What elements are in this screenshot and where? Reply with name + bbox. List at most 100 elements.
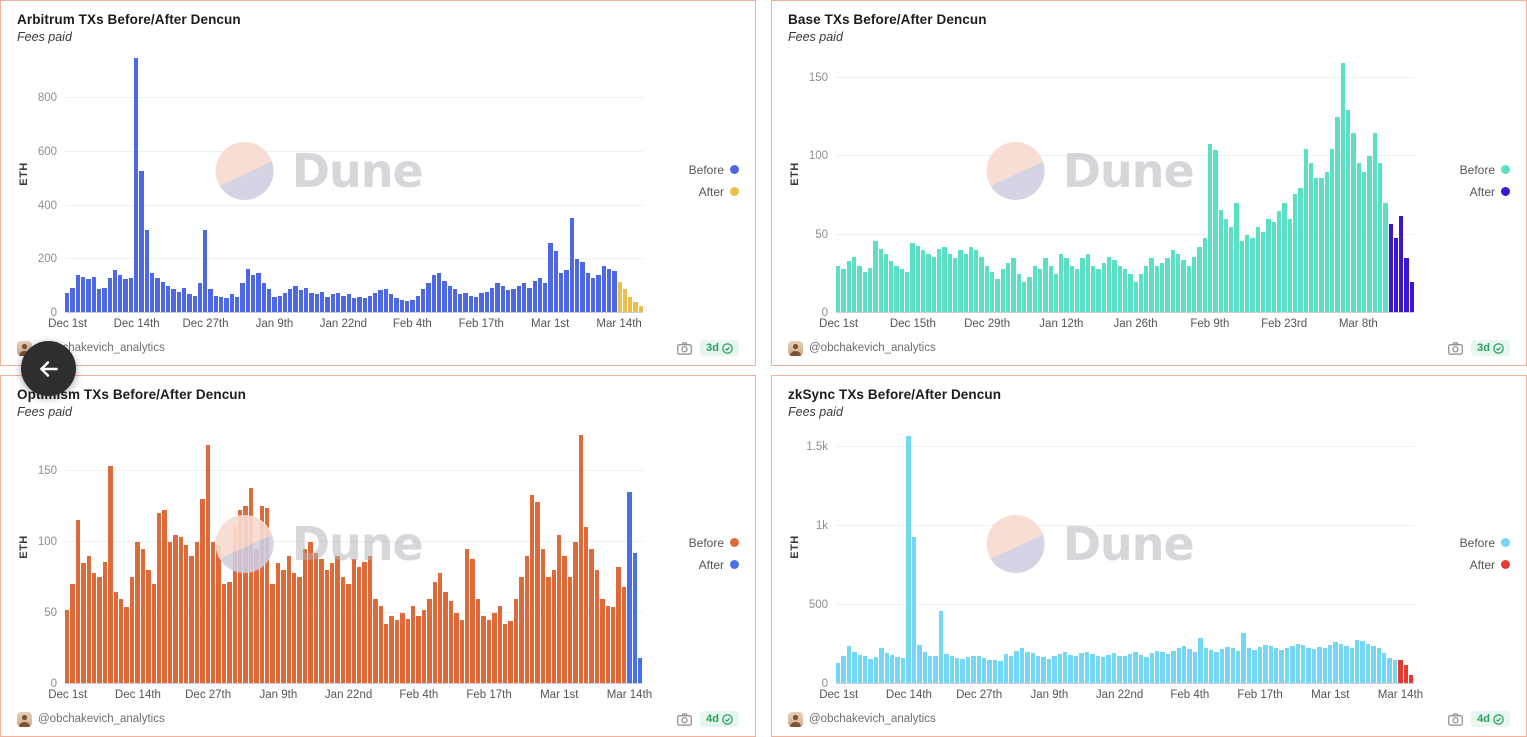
bar xyxy=(367,555,373,684)
bar xyxy=(846,261,851,313)
bar xyxy=(389,615,394,684)
bar xyxy=(1122,269,1128,313)
bar xyxy=(97,577,102,684)
bar xyxy=(495,283,500,313)
y-tick-label: 1.5k xyxy=(806,441,828,454)
bar xyxy=(486,619,492,684)
y-tick-label: 150 xyxy=(37,464,57,477)
screenshot-button[interactable] xyxy=(1448,712,1464,726)
back-button[interactable] xyxy=(21,341,76,396)
x-tick-label: Mar 8th xyxy=(1338,318,1378,330)
legend-item-before[interactable]: Before xyxy=(1420,163,1510,177)
bar xyxy=(124,607,129,684)
x-tick-label: Dec 14th xyxy=(114,689,161,701)
bar xyxy=(65,292,70,313)
bar xyxy=(543,283,548,313)
y-tick-label: 400 xyxy=(37,199,57,212)
bar xyxy=(1225,646,1230,684)
screenshot-button[interactable] xyxy=(677,712,693,726)
author-link[interactable]: @obchakevich_analytics xyxy=(788,340,936,356)
bar xyxy=(452,288,458,313)
bar xyxy=(516,286,521,313)
chart-footer: @obchakevich_analytics 4d xyxy=(788,708,1510,730)
legend-item-after[interactable]: After xyxy=(1420,558,1510,572)
bar xyxy=(1019,647,1025,684)
bar xyxy=(1057,654,1063,684)
bar xyxy=(1186,266,1191,313)
x-tick-label: Feb 4th xyxy=(1170,689,1210,701)
author-link[interactable]: @obchakevich_analytics xyxy=(17,711,165,727)
bar xyxy=(529,494,535,684)
bar xyxy=(1027,277,1032,313)
screenshot-button[interactable] xyxy=(1448,341,1464,355)
refresh-age-badge[interactable]: 3d xyxy=(700,340,739,356)
bar xyxy=(405,618,410,684)
bar xyxy=(329,563,335,684)
bar xyxy=(281,570,286,684)
bar xyxy=(302,548,308,684)
bar xyxy=(590,278,596,313)
bar xyxy=(497,605,502,684)
bar xyxy=(1349,647,1354,684)
bar xyxy=(1080,258,1085,313)
refresh-age-badge[interactable]: 4d xyxy=(1471,711,1510,727)
legend-item-before[interactable]: Before xyxy=(1420,536,1510,550)
bar xyxy=(990,272,995,313)
y-axis-label: ETH xyxy=(18,161,30,186)
x-tick-label: Jan 22nd xyxy=(324,689,373,701)
bar xyxy=(340,577,346,684)
bar xyxy=(1252,650,1257,684)
x-tick-label: Mar 14th xyxy=(1377,689,1424,701)
author-handle: @obchakevich_analytics xyxy=(809,713,936,725)
bar xyxy=(1101,262,1106,313)
bar xyxy=(1154,266,1160,313)
bar xyxy=(75,520,81,684)
screenshot-button[interactable] xyxy=(677,341,693,355)
bar xyxy=(981,657,987,684)
bar-plot: ETH Dune 0 50 100 150 xyxy=(18,425,643,690)
footer-actions: 4d xyxy=(677,711,739,727)
bar xyxy=(862,272,867,313)
bar xyxy=(1218,209,1223,313)
bar xyxy=(638,658,643,684)
x-tick-label: Dec 1st xyxy=(48,689,88,701)
bar xyxy=(841,656,846,684)
author-handle: @obchakevich_analytics xyxy=(809,342,936,354)
bar xyxy=(454,612,459,684)
bar xyxy=(1327,644,1333,684)
bar xyxy=(559,272,564,313)
bar xyxy=(297,577,302,684)
legend-item-after[interactable]: After xyxy=(649,558,739,572)
bar xyxy=(1154,650,1160,684)
legend-item-before[interactable]: Before xyxy=(649,536,739,550)
bar xyxy=(189,555,194,684)
bar xyxy=(1011,258,1016,313)
bar xyxy=(1409,281,1415,313)
bar xyxy=(841,269,846,313)
bar xyxy=(1068,654,1073,684)
legend-item-before[interactable]: Before xyxy=(649,163,739,177)
plot-area: ETH Dune 0 500 1k 1.5k Dec 1st Dec 14th Dec 2… xyxy=(788,425,1424,706)
bar xyxy=(240,283,245,313)
author-link[interactable]: @obchakevich_analytics xyxy=(788,711,936,727)
bar xyxy=(1006,262,1011,313)
legend-label: After xyxy=(698,184,724,199)
bar xyxy=(80,276,86,313)
refresh-age-badge[interactable]: 3d xyxy=(1471,340,1510,356)
bar xyxy=(427,598,432,684)
bar xyxy=(1128,273,1133,313)
x-tick-label: Mar 14th xyxy=(606,689,653,701)
panel-optimism: Optimism TXs Before/After Dencun Fees pa… xyxy=(0,375,756,737)
bar xyxy=(468,295,474,313)
x-axis-labels: Dec 1st Dec 14th Dec 27th Jan 9th Jan 22nd Fe… xyxy=(48,689,652,706)
gridline xyxy=(836,77,1414,79)
legend-item-after[interactable]: After xyxy=(649,185,739,199)
bar xyxy=(1214,651,1219,684)
bar xyxy=(1100,657,1106,684)
bar xyxy=(313,553,319,684)
bar xyxy=(256,272,261,313)
legend-item-after[interactable]: After xyxy=(1420,185,1510,199)
refresh-age-badge[interactable]: 4d xyxy=(700,711,739,727)
bar xyxy=(162,510,167,684)
